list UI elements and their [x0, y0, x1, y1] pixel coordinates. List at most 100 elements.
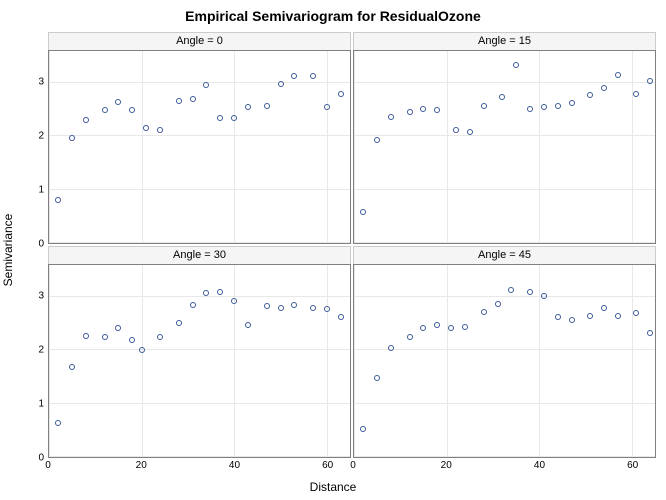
x-axis-label: Distance [0, 480, 666, 494]
x-tick-label: 40 [229, 460, 240, 471]
data-point [434, 107, 440, 113]
grid-line-h [49, 82, 350, 83]
data-point [102, 334, 108, 340]
data-point [633, 310, 639, 316]
grid-line-h [354, 456, 655, 457]
data-point [453, 127, 459, 133]
data-point [83, 117, 89, 123]
data-point [157, 127, 163, 133]
data-point [448, 325, 454, 331]
data-point [129, 107, 135, 113]
grid-line-v [447, 265, 448, 457]
data-point [190, 302, 196, 308]
data-point [541, 104, 547, 110]
panel-1: Angle = 15 [353, 32, 656, 244]
y-tick-label: 3 [38, 77, 44, 88]
data-point [55, 197, 61, 203]
data-point [513, 62, 519, 68]
grid-line-v [327, 51, 328, 243]
data-point [129, 337, 135, 343]
grid-line-h [49, 189, 350, 190]
data-point [69, 135, 75, 141]
grid-line-v [234, 51, 235, 243]
y-tick-label: 3 [38, 291, 44, 302]
data-point [615, 72, 621, 78]
data-point [291, 73, 297, 79]
grid-line-h [354, 242, 655, 243]
data-point [278, 305, 284, 311]
data-point [291, 302, 297, 308]
panel-header: Angle = 0 [48, 32, 351, 50]
data-point [324, 306, 330, 312]
data-point [203, 290, 209, 296]
grid-line-v [49, 51, 50, 243]
x-tick-label: 40 [534, 460, 545, 471]
data-point [495, 301, 501, 307]
data-point [338, 91, 344, 97]
panel-plot [353, 264, 656, 458]
grid-line-v [142, 51, 143, 243]
data-point [115, 325, 121, 331]
data-point [481, 103, 487, 109]
panel-header: Angle = 15 [353, 32, 656, 50]
y-tick-group: 0123 [28, 264, 46, 458]
data-point [388, 114, 394, 120]
y-tick-label: 1 [38, 185, 44, 196]
grid-line-v [447, 51, 448, 243]
data-point [264, 303, 270, 309]
panel-plot [48, 264, 351, 458]
data-point [569, 100, 575, 106]
data-point [499, 94, 505, 100]
panel-0: Angle = 0 [48, 32, 351, 244]
semivariogram-chart: Empirical Semivariogram for ResidualOzon… [0, 0, 666, 500]
data-point [83, 333, 89, 339]
x-tick-label: 60 [627, 460, 638, 471]
grid-line-v [234, 265, 235, 457]
data-point [217, 289, 223, 295]
data-point [245, 104, 251, 110]
grid-line-h [49, 296, 350, 297]
data-point [55, 420, 61, 426]
data-point [176, 98, 182, 104]
data-point [601, 85, 607, 91]
data-point [462, 324, 468, 330]
data-point [278, 81, 284, 87]
data-point [508, 287, 514, 293]
data-point [231, 115, 237, 121]
data-point [587, 92, 593, 98]
panel-header: Angle = 45 [353, 246, 656, 264]
data-point [481, 309, 487, 315]
grid-line-v [539, 51, 540, 243]
panel-plot [353, 50, 656, 244]
data-point [139, 347, 145, 353]
grid-line-h [354, 296, 655, 297]
data-point [601, 305, 607, 311]
x-tick-label: 20 [441, 460, 452, 471]
data-point [555, 103, 561, 109]
grid-line-h [354, 82, 655, 83]
data-point [115, 99, 121, 105]
panel-2: Angle = 30 [48, 246, 351, 458]
data-point [388, 345, 394, 351]
data-point [647, 78, 653, 84]
grid-line-v [327, 265, 328, 457]
data-point [231, 298, 237, 304]
data-point [217, 115, 223, 121]
data-point [555, 314, 561, 320]
data-point [203, 82, 209, 88]
data-point [374, 375, 380, 381]
panel-plot [48, 50, 351, 244]
data-point [615, 313, 621, 319]
grid-line-h [354, 135, 655, 136]
panels-grid: Angle = 0Angle = 15 Angle = 30Angle = 45 [48, 32, 656, 458]
grid-line-h [49, 349, 350, 350]
y-tick-label: 1 [38, 399, 44, 410]
grid-line-v [354, 265, 355, 457]
data-point [338, 314, 344, 320]
y-tick-group: 0123 [28, 50, 46, 244]
data-point [360, 209, 366, 215]
data-point [143, 125, 149, 131]
data-point [310, 73, 316, 79]
grid-line-h [49, 456, 350, 457]
y-tick-label: 2 [38, 131, 44, 142]
